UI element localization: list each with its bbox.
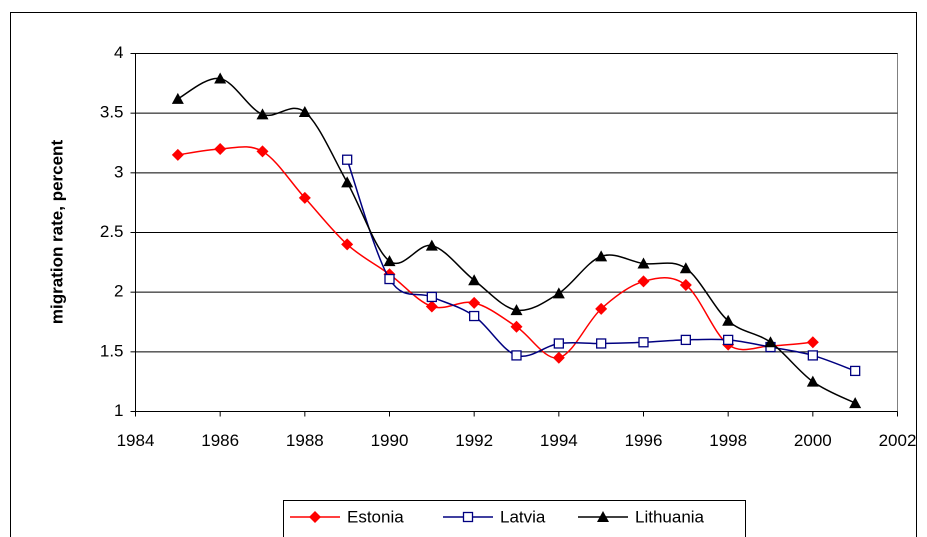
data-point [552,351,565,364]
data-point [552,287,565,299]
data-point [256,108,269,120]
data-point [511,350,522,361]
data-point [806,336,819,349]
legend-label: Estonia [347,507,404,526]
data-point [298,191,311,204]
data-point [595,250,608,262]
x-tick-label: 1998 [709,431,747,450]
y-tick-label: 2.5 [100,222,124,241]
data-point [637,257,650,269]
legend-label: Lithuania [635,507,705,526]
x-tick-label: 1988 [286,431,324,450]
data-point [426,291,437,303]
legend-marker [462,511,474,523]
data-point [680,334,691,346]
data-point [298,105,311,117]
data-point [341,238,354,251]
data-point [764,336,777,348]
data-point [171,92,184,104]
data-point [722,314,735,326]
data-point [807,350,818,361]
x-tick-label: 1994 [540,431,578,450]
data-point [256,145,269,158]
series-line [177,77,856,404]
data-point [510,320,523,333]
x-tick-label: 1996 [625,431,663,450]
y-tick-label: 3 [114,162,123,181]
y-tick-label: 2 [114,282,123,301]
data-point [637,275,650,288]
y-tick-label: 3.5 [100,103,124,122]
y-axis-label: migration rate, percent [47,140,66,325]
x-tick-label: 1992 [455,431,493,450]
data-point [214,72,227,84]
y-tick-label: 1.5 [100,341,124,360]
data-point [850,365,861,377]
data-point [341,176,354,188]
data-point [510,304,523,316]
data-point [679,262,692,274]
legend-marker [597,511,609,522]
data-point [679,279,692,292]
data-point [425,300,438,313]
data-point [383,255,396,267]
data-point [468,296,481,309]
y-tick-label: 1 [114,401,123,420]
x-tick-label: 2000 [794,431,832,450]
data-point [638,337,649,348]
data-point [849,397,862,409]
data-point [723,334,734,346]
data-point [469,310,480,322]
legend-marker [309,511,321,523]
x-tick-label: 1990 [371,431,409,450]
data-point [595,302,608,315]
data-point [171,148,184,161]
data-point [214,142,227,155]
legend-label: Latvia [500,507,546,526]
x-tick-label: 1986 [201,431,239,450]
x-tick-label: 1984 [117,431,155,450]
data-point [342,154,353,165]
legend-box [283,500,746,537]
x-tick-label: 2002 [879,431,917,450]
data-point [468,274,481,286]
data-point [806,375,819,387]
data-point [596,338,607,349]
data-point [384,273,395,285]
data-point [425,239,438,251]
series-line [177,146,813,359]
y-tick-label: 4 [114,43,123,62]
data-point [553,338,564,349]
